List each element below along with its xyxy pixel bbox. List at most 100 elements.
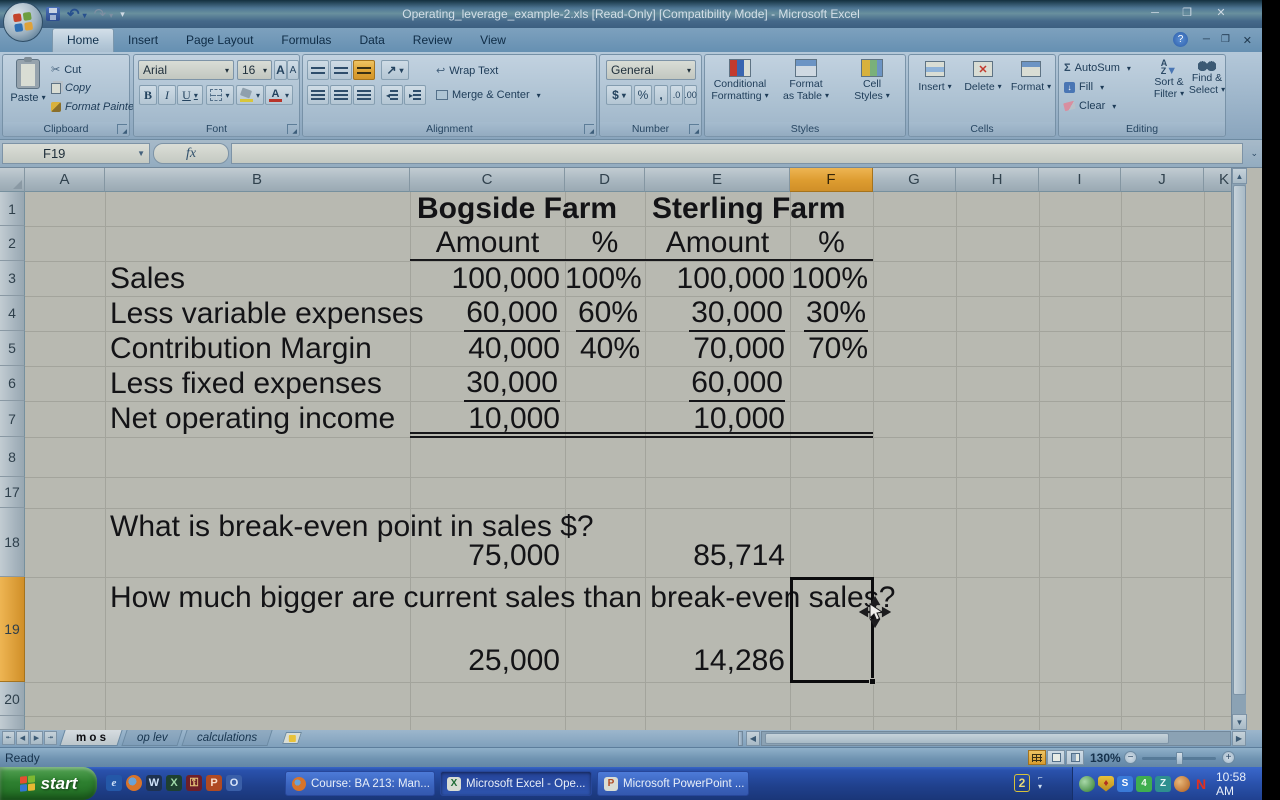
cell-B7[interactable]: Net operating income <box>110 402 396 435</box>
align-right-button[interactable] <box>353 85 375 105</box>
row-header-7[interactable]: 7 <box>0 401 25 437</box>
clear-button[interactable]: Clear <box>1063 100 1116 112</box>
last-sheet-button[interactable]: ⯮ <box>44 731 57 745</box>
cell-E1[interactable]: Sterling Farm <box>652 192 846 225</box>
cut-button[interactable]: ✂ Cut <box>51 63 82 77</box>
decrease-decimal-button[interactable]: .00 <box>684 85 697 105</box>
h-scroll-left-button[interactable]: ◀ <box>746 731 760 746</box>
app-close-button[interactable]: ✕ <box>1216 7 1226 19</box>
workbook-close-button[interactable]: ✕ <box>1242 35 1252 47</box>
insert-worksheet-button[interactable] <box>282 732 302 744</box>
view-page-layout-button[interactable] <box>1047 750 1065 765</box>
align-middle-button[interactable] <box>330 60 352 80</box>
workbook-minimize-button[interactable]: ─ <box>1202 34 1210 45</box>
zoom-in-button[interactable]: + <box>1222 751 1235 764</box>
tab-review[interactable]: Review <box>412 33 453 47</box>
cell-C4[interactable]: 60,000 <box>410 296 565 332</box>
cell-E19[interactable]: 14,286 <box>693 644 785 677</box>
align-left-button[interactable] <box>307 85 329 105</box>
cell-E4[interactable]: 30,000 <box>645 296 790 332</box>
clock[interactable]: 10:58 AM <box>1216 769 1247 798</box>
wrap-text-button[interactable]: ↩ Wrap Text <box>436 64 499 78</box>
sheet-tab-mos[interactable]: m o s <box>59 730 123 746</box>
delete-cells-button[interactable]: ✕ Delete <box>960 61 1006 119</box>
outlook-icon[interactable]: O <box>226 775 242 791</box>
norton-tray-icon[interactable]: N <box>1195 775 1207 792</box>
row-header-8[interactable]: 8 <box>0 437 25 477</box>
cell-C7[interactable]: 10,000 <box>468 402 560 435</box>
first-sheet-button[interactable]: ⯬ <box>2 731 15 745</box>
cell-D4[interactable]: 60% <box>565 296 645 332</box>
row-header-4[interactable]: 4 <box>0 296 25 331</box>
excel-icon[interactable]: X <box>166 775 182 791</box>
row-header-3[interactable]: 3 <box>0 261 25 296</box>
access-icon[interactable]: ⚿ <box>186 775 202 791</box>
formula-input[interactable] <box>231 143 1243 164</box>
selected-cell-F19[interactable] <box>790 577 876 685</box>
notification-badge[interactable]: 2 <box>1014 774 1030 792</box>
row-header-1[interactable]: 1 <box>0 192 25 226</box>
cell-B19[interactable]: How much bigger are current sales than b… <box>110 581 896 614</box>
cell-B5[interactable]: Contribution Margin <box>110 332 372 365</box>
select-all-corner[interactable] <box>0 168 25 192</box>
col-header-F[interactable]: F <box>790 168 873 192</box>
cell-D2[interactable]: % <box>591 226 619 259</box>
cell-D3[interactable]: 100% <box>565 262 642 295</box>
autosum-button[interactable]: Σ AutoSum <box>1064 62 1131 74</box>
fill-handle[interactable] <box>869 678 876 685</box>
sheet-tab-op-lev[interactable]: op lev <box>121 730 183 746</box>
zoom-out-button[interactable]: − <box>1124 751 1137 764</box>
h-scroll-thumb[interactable] <box>765 733 1169 744</box>
increase-decimal-button[interactable]: .0 <box>670 85 683 105</box>
align-bottom-button[interactable] <box>353 60 375 80</box>
zoom-slider-thumb[interactable] <box>1176 752 1183 765</box>
sheet-tab-calculations[interactable]: calculations <box>181 730 273 746</box>
insert-cells-button[interactable]: Insert <box>912 61 958 119</box>
scroll-down-button[interactable]: ▼ <box>1232 714 1247 730</box>
row-header-2[interactable]: 2 <box>0 226 25 261</box>
cell-E18[interactable]: 85,714 <box>693 539 785 572</box>
prev-sheet-button[interactable]: ◀ <box>16 731 29 745</box>
copy-button[interactable]: Copy <box>51 82 91 94</box>
cell-C1[interactable]: Bogside Farm <box>417 192 618 225</box>
start-button[interactable]: start <box>0 767 97 800</box>
app-restore-button[interactable]: ❐ <box>1182 7 1192 19</box>
h-scrollbar-track[interactable] <box>761 731 1231 746</box>
qat-customize-icon[interactable]: ▾ <box>120 8 125 19</box>
internet-explorer-icon[interactable]: e <box>106 775 122 791</box>
font-dialog-launcher[interactable] <box>287 124 297 135</box>
number-dialog-launcher[interactable] <box>689 124 699 135</box>
redo-icon[interactable]: ↷ <box>94 5 114 23</box>
cell-C6[interactable]: 30,000 <box>410 366 565 402</box>
tab-view[interactable]: View <box>480 33 506 47</box>
h-scroll-right-button[interactable]: ▶ <box>1232 731 1246 746</box>
sort-filter-button[interactable]: A Z▼ Sort & Filter <box>1151 59 1187 121</box>
cell-F4[interactable]: 30% <box>790 296 873 332</box>
office-button[interactable] <box>3 2 43 42</box>
cell-F2[interactable]: % <box>818 226 845 259</box>
cell-F5[interactable]: 70% <box>807 332 868 365</box>
col-header-I[interactable]: I <box>1039 168 1121 192</box>
green-orb-tray-icon[interactable] <box>1079 775 1095 792</box>
col-header-H[interactable]: H <box>956 168 1039 192</box>
col-header-C[interactable]: C <box>410 168 565 192</box>
tab-insert[interactable]: Insert <box>128 33 159 47</box>
increase-indent-button[interactable]: ▸ <box>404 85 426 105</box>
firefox-icon[interactable] <box>126 775 142 791</box>
cell-B4[interactable]: Less variable expenses <box>110 297 424 330</box>
fill-button[interactable]: ↓ Fill <box>1064 81 1104 93</box>
cell-E5[interactable]: 70,000 <box>693 332 785 365</box>
help-icon[interactable]: ? <box>1173 32 1188 47</box>
zoom-slider-track[interactable] <box>1142 752 1216 765</box>
cell-F3[interactable]: 100% <box>791 262 868 295</box>
format-as-table-button[interactable]: Format as Table <box>775 59 837 121</box>
tab-data[interactable]: Data <box>359 33 385 47</box>
font-size-select[interactable]: 16 <box>237 60 272 80</box>
word-icon[interactable]: W <box>146 775 162 791</box>
col-header-D[interactable]: D <box>565 168 645 192</box>
cell-styles-button[interactable]: Cell Styles <box>841 59 903 121</box>
align-top-button[interactable] <box>307 60 329 80</box>
scroll-up-button[interactable]: ▲ <box>1232 168 1247 184</box>
orange-orb-tray-icon[interactable] <box>1174 775 1190 792</box>
row-header-5[interactable]: 5 <box>0 331 25 366</box>
